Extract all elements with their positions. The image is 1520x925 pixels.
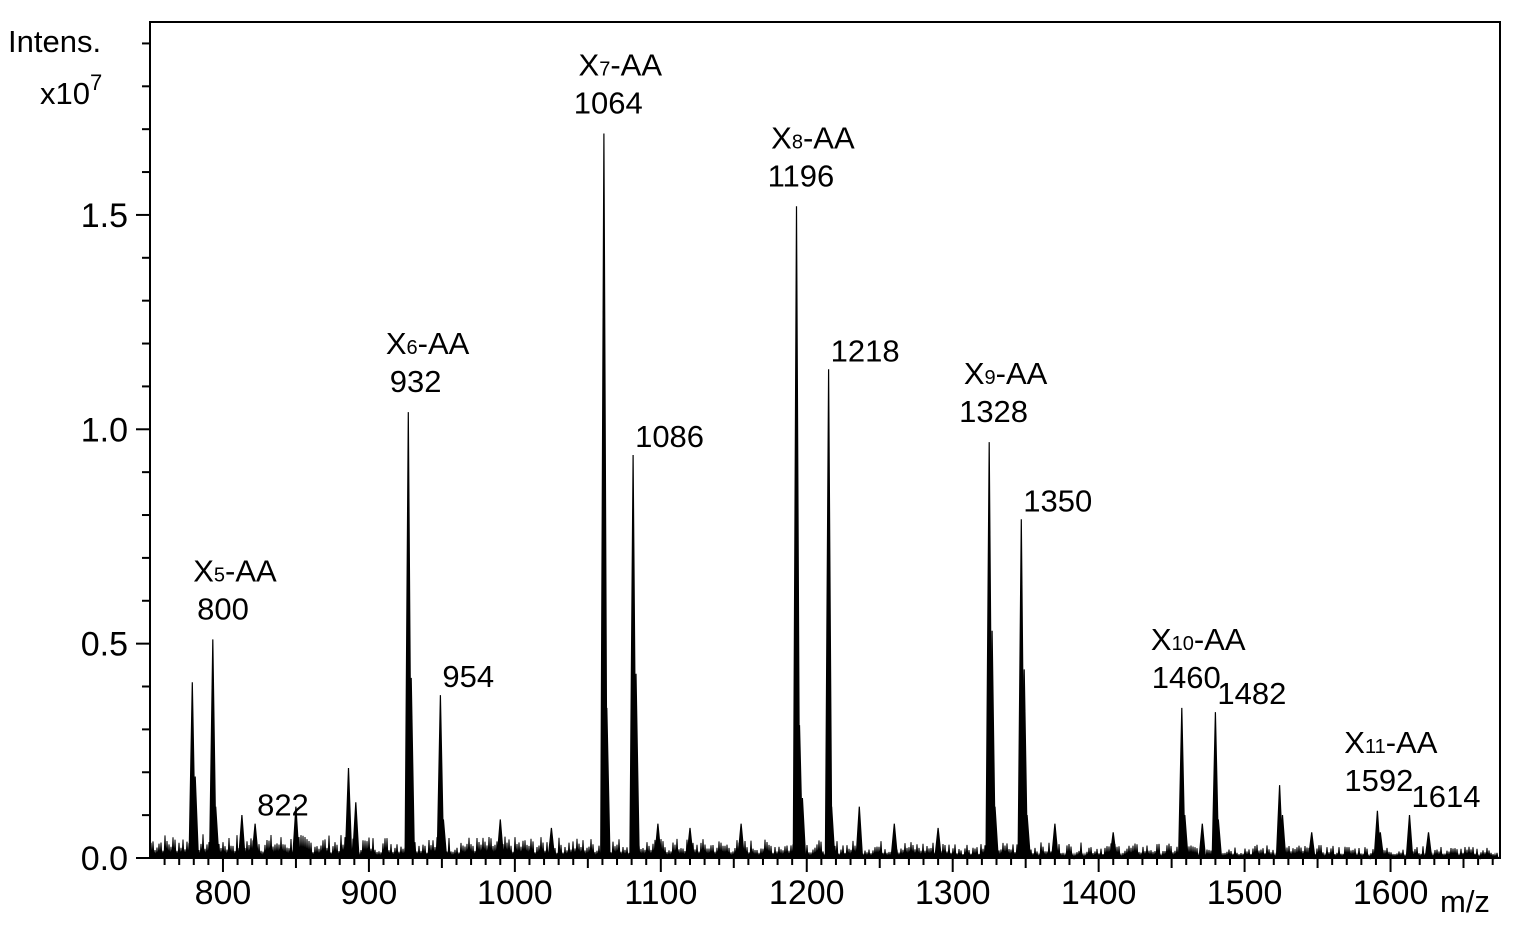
spectrum-peak: [1424, 832, 1433, 859]
x-axis-unit: m/z: [1440, 884, 1490, 919]
y-axis-ticks: 0.0 0.5 1.0 1.5: [81, 42, 150, 878]
spectrum-peak: [344, 767, 353, 859]
peak-mass-label: 1460: [1152, 660, 1221, 695]
x-tick-label: 1600: [1353, 874, 1429, 912]
y-scale-base: x10: [40, 76, 90, 111]
x-tick-label: 1400: [1061, 874, 1137, 912]
group-label-subscript: 10: [1172, 633, 1194, 655]
peak-mass-label: 954: [442, 659, 494, 694]
spectrum-peak: [654, 823, 662, 859]
group-label-subscript: 8: [792, 131, 803, 153]
group-label-subscript: 11: [1365, 736, 1386, 758]
plot-frame: [149, 21, 1501, 859]
group-label-main: X: [386, 326, 407, 361]
group-label-main: X: [964, 356, 985, 391]
spectrum-peak: [1198, 823, 1207, 859]
peak-mass-label: 1064: [574, 85, 643, 120]
noise-trace: [149, 833, 1499, 860]
peak-mass-label: 1614: [1412, 779, 1481, 814]
group-label-suffix: -AA: [1386, 725, 1438, 760]
spectrum-peak: [1051, 823, 1059, 859]
group-label-suffix: -AA: [610, 47, 662, 82]
x-tick-label: 1200: [769, 874, 845, 912]
y-scale-exponent: 7: [90, 70, 102, 95]
spectrum-peak: [1307, 832, 1316, 859]
peak-mass-label: 1218: [831, 333, 900, 368]
series-group-label: X10-AA: [1151, 622, 1246, 657]
group-label-subscript: 6: [407, 337, 418, 359]
peak-mass-label: 1196: [768, 158, 835, 193]
series-group-label: X11-AA: [1344, 725, 1437, 760]
spectrum-peak: [686, 827, 694, 859]
group-label-subscript: 5: [214, 564, 225, 586]
y-axis-scale: x107: [40, 70, 102, 111]
group-label-suffix: -AA: [803, 120, 855, 155]
x-tick-label: 1000: [477, 874, 553, 912]
y-tick-label: 0.5: [81, 626, 128, 664]
x-tick-label: 900: [341, 874, 398, 912]
spectrum-peak: [1405, 815, 1414, 859]
series-group-label: X7-AA: [579, 47, 663, 82]
x-axis-ticks: 800 900 1000 1100 1200 1300 1400 1500 1600: [163, 858, 1494, 912]
group-label-subscript: 9: [985, 367, 996, 389]
peak-mass-label: 1592: [1344, 763, 1413, 798]
group-label-suffix: -AA: [225, 553, 277, 588]
series-group-label: X9-AA: [964, 356, 1048, 391]
peak-mass-label: 1328: [959, 394, 1028, 429]
spectrum-peak: [547, 827, 556, 859]
group-label-suffix: -AA: [996, 356, 1048, 391]
group-label-main: X: [771, 120, 792, 155]
series-group-label: X5-AA: [193, 553, 277, 588]
spectrum-peak: [855, 806, 864, 859]
x-tick-label: 1300: [915, 874, 991, 912]
group-label-main: X: [1151, 622, 1172, 657]
peak-mass-label: 822: [257, 788, 309, 823]
y-tick-label: 1.0: [81, 411, 128, 449]
peak-mass-label: 1086: [635, 419, 704, 454]
spectrum-peak: [934, 827, 942, 859]
spectrum-peaks: [188, 133, 1433, 859]
series-group-label: X8-AA: [771, 120, 855, 155]
peak-mass-label: 800: [197, 591, 249, 626]
x-tick-label: 800: [195, 874, 252, 912]
group-label-subscript: 7: [599, 58, 610, 80]
series-group-label: X6-AA: [386, 326, 470, 361]
y-tick-label: 0.0: [81, 840, 128, 878]
peak-mass-label: 1350: [1023, 483, 1092, 518]
peak-mass-label: 932: [390, 364, 442, 399]
group-label-suffix: -AA: [418, 326, 470, 361]
spectrum-peak: [496, 819, 505, 859]
spectrum-peak: [824, 369, 833, 859]
spectrum-peak: [890, 823, 899, 859]
spectrum-peak: [238, 815, 246, 859]
group-label-main: X: [579, 47, 600, 82]
group-label-suffix: -AA: [1194, 622, 1246, 657]
x-tick-label: 1100: [624, 874, 697, 912]
baseline-noise: [149, 833, 1499, 860]
peak-mass-label: 1482: [1217, 676, 1286, 711]
spectrum-peak: [351, 802, 360, 859]
group-label-main: X: [1344, 725, 1365, 760]
y-tick-label: 1.5: [81, 197, 128, 235]
x-tick-label: 1500: [1207, 874, 1283, 912]
group-label-main: X: [193, 553, 214, 588]
peak-annotations: 800X5-AA932X6-AA1064X7-AA1196X8-AA1328X9…: [193, 47, 1480, 822]
y-axis-label: Intens.: [8, 24, 101, 59]
spectrum-peak: [737, 823, 745, 859]
